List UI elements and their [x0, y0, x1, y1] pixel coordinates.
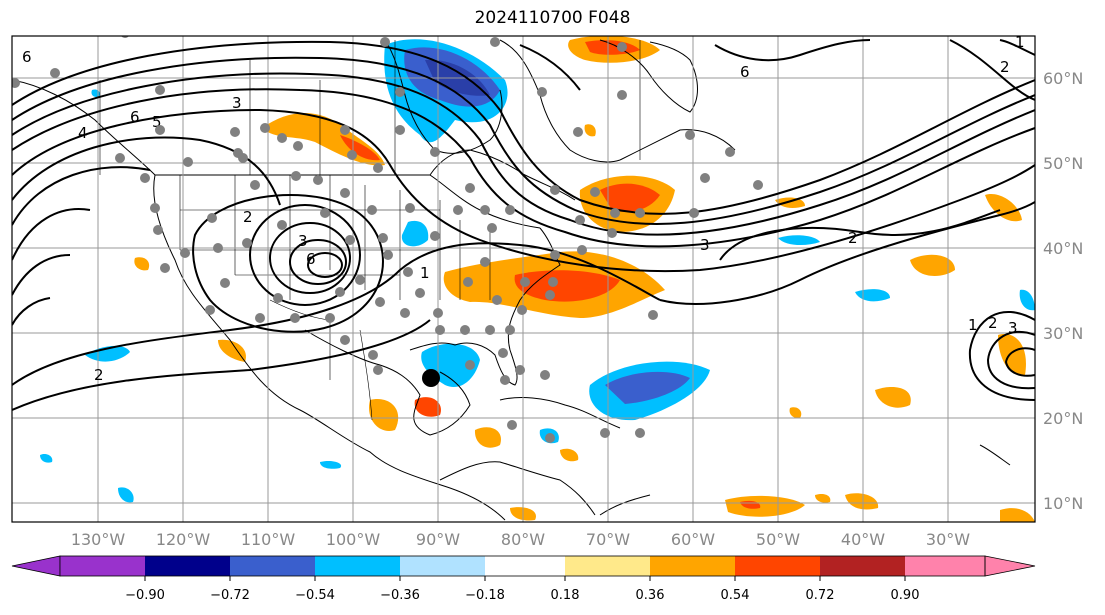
contour-label: 3: [700, 236, 710, 254]
lat-tick-label: 20°N: [1043, 409, 1083, 428]
contour-label: 2: [243, 208, 253, 226]
lon-tick-label: 110°W: [241, 530, 296, 549]
contour-label: 6: [130, 108, 140, 126]
longitude-axis-labels: 130°W 120°W 110°W 100°W 90°W 80°W 70°W 6…: [71, 530, 970, 549]
colorbar-tick-label: 0.18: [551, 588, 580, 603]
contour-label: 4: [78, 124, 88, 142]
lon-tick-label: 100°W: [326, 530, 381, 549]
lon-tick-label: 70°W: [586, 530, 630, 549]
colorbar-max-arrow: [984, 555, 1036, 577]
positive-anomaly-core-ne: [600, 183, 660, 212]
lat-tick-label: 10°N: [1043, 494, 1083, 513]
contour-labels: 6 6 5 4 3 2 1 2 3 6 6 3 2 1 2 3 2 1: [22, 33, 1025, 384]
lon-tick-label: 80°W: [501, 530, 545, 549]
lat-tick-label: 40°N: [1043, 239, 1083, 258]
colorbar-segment: [735, 556, 820, 576]
contour-label: 2: [94, 366, 104, 384]
latitude-axis-labels: 60°N 50°N 40°N 30°N 20°N 10°N: [1043, 69, 1083, 513]
map-frame: [11, 35, 1036, 523]
colorbar-tick-label: 0.54: [721, 588, 750, 603]
colorbar-tick-label: −0.18: [465, 588, 505, 603]
political-borders: [99, 40, 641, 421]
contour-label: 1: [968, 316, 978, 334]
colorbar-tick-label: −0.54: [295, 588, 335, 603]
map-panel: 6 6 5 4 3 2 1 2 3 6 6 3 2 1 2 3 2 1: [12, 33, 1035, 522]
colorbar-segment: [230, 556, 315, 576]
colorbar-tick-label: 0.72: [806, 588, 835, 603]
station-dots: [12, 36, 763, 443]
lat-tick-label: 50°N: [1043, 154, 1083, 173]
contour-label: 1: [420, 264, 430, 282]
colorbar: −0.90 −0.72 −0.54 −0.36 −0.18 0.18 0.36 …: [11, 555, 1036, 603]
colorbar-segment: [820, 556, 905, 576]
colorbar-segment: [650, 556, 735, 576]
lon-tick-label: 120°W: [156, 530, 211, 549]
contour-label: 2: [848, 229, 858, 247]
colorbar-segment: [565, 556, 650, 576]
lon-tick-label: 50°W: [756, 530, 800, 549]
colorbar-segment: [315, 556, 400, 576]
colorbar-min-arrow: [11, 555, 61, 577]
contour-label: 2: [1000, 58, 1010, 76]
contour-label: 2: [988, 314, 998, 332]
colorbar-tick-label: −0.90: [125, 588, 165, 603]
height-contours: [12, 39, 1035, 411]
lat-tick-label: 60°N: [1043, 69, 1083, 88]
colorbar-segment: [485, 556, 565, 576]
contour-label: 1: [1015, 33, 1025, 51]
colorbar-tick-label: −0.36: [380, 588, 420, 603]
colorbar-segment: [145, 556, 230, 576]
contour-label: 3: [232, 94, 242, 112]
contour-label: 3: [298, 232, 308, 250]
lat-tick-label: 30°N: [1043, 324, 1083, 343]
contour-label: 5: [152, 113, 162, 131]
map-title: 2024110700 F048: [474, 8, 631, 28]
lon-tick-label: 90°W: [416, 530, 460, 549]
contour-label: 6: [22, 48, 32, 66]
highlight-location-marker: [422, 369, 440, 387]
colorbar-tick-label: 0.36: [636, 588, 665, 603]
lon-tick-label: 130°W: [71, 530, 126, 549]
lon-tick-label: 30°W: [926, 530, 970, 549]
contour-label: 6: [740, 63, 750, 81]
contour-label: 3: [1008, 319, 1018, 337]
colorbar-tick-label: −0.72: [210, 588, 250, 603]
graticule: [12, 36, 1035, 522]
lon-tick-label: 40°W: [841, 530, 885, 549]
colorbar-segment: [60, 556, 145, 576]
lon-tick-label: 60°W: [671, 530, 715, 549]
colorbar-segment: [400, 556, 485, 576]
contour-label: 6: [306, 250, 316, 268]
colorbar-tick-label: 0.90: [891, 588, 920, 603]
colorbar-segment: [905, 556, 985, 576]
